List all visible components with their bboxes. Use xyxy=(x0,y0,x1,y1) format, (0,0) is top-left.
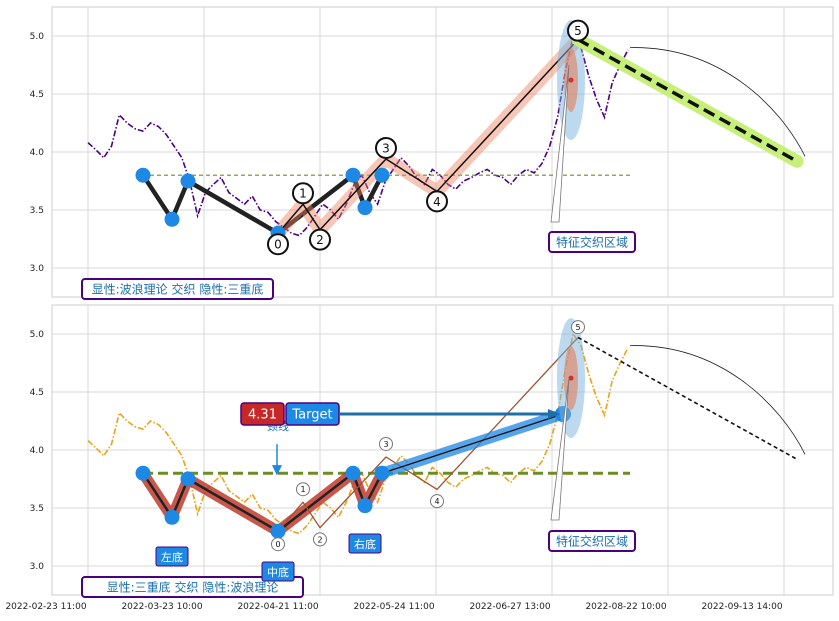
wave-point-label: 0 xyxy=(275,540,280,549)
target-value-box xyxy=(240,402,285,426)
target-label-text: Target xyxy=(291,408,332,423)
y-tick-label: 4.0 xyxy=(30,148,45,158)
x-tick-label: 2022-08-22 10:00 xyxy=(585,602,666,612)
x-tick-label: 2022-04-21 11:00 xyxy=(237,602,318,612)
footer-label-text: 显性:三重底 交织 隐性:波浪理论 xyxy=(107,580,279,595)
x-tick-label: 2022-03-23 10:00 xyxy=(121,602,202,612)
wave-point-marker xyxy=(571,320,585,335)
bottom-marker xyxy=(135,167,151,183)
bottom-marker xyxy=(180,173,196,189)
wave-point-label: 4 xyxy=(434,497,439,506)
wave-point-label: 5 xyxy=(574,24,582,38)
wave-point-marker xyxy=(309,228,331,251)
wave-point-label: 3 xyxy=(383,440,388,449)
x-tick-label: 2022-02-23 11:00 xyxy=(5,602,86,612)
wave-point-label: 2 xyxy=(316,233,324,247)
annotation-arrow xyxy=(550,377,570,521)
wave-point-marker xyxy=(296,482,310,497)
x-axis: 2022-02-23 11:00 2022-03-23 10:00 2022-04-… xyxy=(5,602,782,612)
forecast-arc xyxy=(629,47,806,157)
bottom-label-box xyxy=(348,533,382,554)
x-tick-label: 2022-06-27 13:00 xyxy=(469,602,550,612)
wave-point-marker xyxy=(375,136,397,159)
y-tick-label: 4.5 xyxy=(30,388,44,398)
bottom-label-text: 中底 xyxy=(267,565,289,579)
bottom-marker xyxy=(135,465,151,481)
y-tick-label: 4.5 xyxy=(30,90,44,100)
bottom-marker xyxy=(345,167,361,183)
annotation-text: 特征交织区域 xyxy=(556,235,628,250)
wave-point-label: 5 xyxy=(575,323,580,332)
bottom-marker xyxy=(374,167,390,183)
bottom-marker xyxy=(270,523,286,539)
wave-point-label: 2 xyxy=(317,535,322,544)
wave-point-marker xyxy=(426,190,448,213)
wave-point-marker xyxy=(313,532,327,547)
annotation-box xyxy=(548,530,636,552)
wave-point-marker xyxy=(430,494,444,509)
bottom-marker xyxy=(374,465,390,481)
wave-point-marker xyxy=(267,233,289,256)
annotation-text: 特征交织区域 xyxy=(556,534,628,549)
target-value-text: 4.31 xyxy=(248,408,277,423)
footer-label-box xyxy=(81,278,274,300)
target-trend-line xyxy=(381,413,564,474)
target-pointer-head xyxy=(548,409,560,420)
bottom-marker xyxy=(357,200,373,216)
wave-line xyxy=(277,38,579,234)
bottom-label-box xyxy=(155,546,189,567)
wave-point-label: 1 xyxy=(300,485,305,494)
y-tick-label: 3.0 xyxy=(30,264,45,274)
bottom-label-text: 右底 xyxy=(354,537,376,551)
wave-point-marker xyxy=(379,436,393,451)
wave-point-label: 0 xyxy=(274,238,282,252)
y-tick-label: 3.0 xyxy=(30,562,45,572)
y-tick-label: 4.0 xyxy=(30,446,45,456)
forecast-arc xyxy=(629,345,806,455)
y-tick-label: 5.0 xyxy=(30,32,45,42)
bottom-marker xyxy=(357,498,373,514)
wave-point-marker xyxy=(292,182,314,205)
wave-point-marker xyxy=(567,19,589,42)
bottom-label-text: 左底 xyxy=(161,550,183,564)
footer-label-text: 显性:波浪理论 交织 隐性:三重底 xyxy=(92,282,264,297)
wave-point-marker xyxy=(271,537,285,552)
neckline-pointer-head xyxy=(272,465,282,476)
forecast-line xyxy=(577,37,798,163)
y-tick-label: 3.5 xyxy=(30,504,44,514)
bottom-marker xyxy=(180,471,196,487)
target-label-box xyxy=(285,402,340,426)
wave-point-label: 1 xyxy=(299,187,307,201)
annotation-arrow xyxy=(550,64,570,223)
bottom-marker xyxy=(164,509,180,525)
wave-point-label: 3 xyxy=(382,141,390,155)
bottom-label-box xyxy=(261,561,295,582)
wave-line xyxy=(277,337,579,532)
y-tick-label: 5.0 xyxy=(30,330,45,340)
bottom-marker xyxy=(164,211,180,227)
feature-center-dot xyxy=(568,77,574,83)
x-tick-label: 2022-05-24 11:00 xyxy=(353,602,434,612)
wave-point-label: 4 xyxy=(433,195,441,209)
bottom-marker xyxy=(345,465,361,481)
annotation-box xyxy=(548,231,636,253)
x-tick-label: 2022-09-13 14:00 xyxy=(701,602,782,612)
y-tick-label: 3.5 xyxy=(30,206,44,216)
feature-center-dot xyxy=(568,375,574,381)
footer-label-box xyxy=(81,576,304,598)
